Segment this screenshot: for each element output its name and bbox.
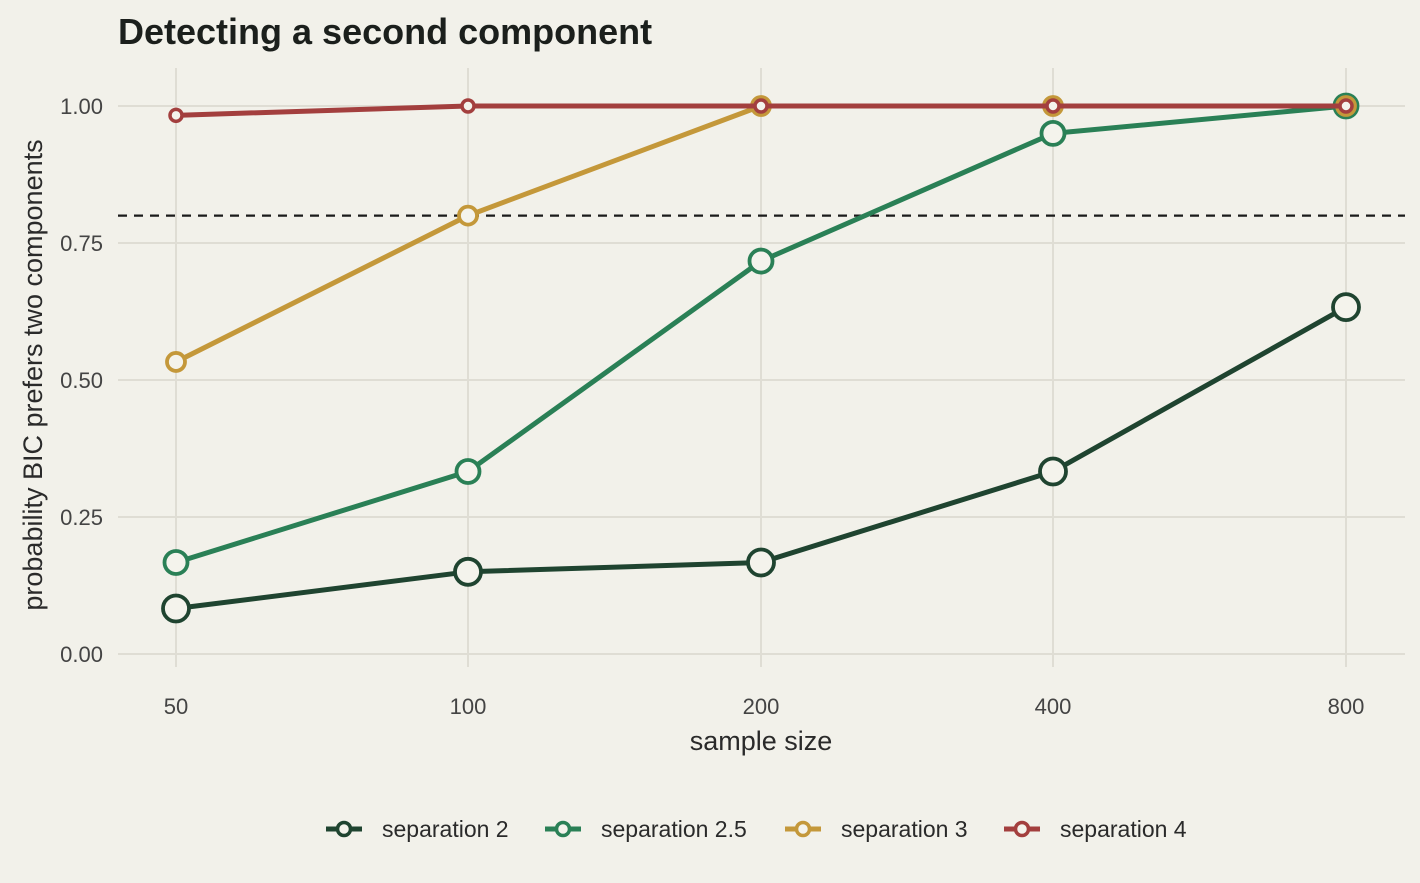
y-tick-label: 0.75 [60,231,103,256]
data-point [457,204,479,227]
data-point [1338,98,1354,114]
legend-label: separation 4 [1060,816,1187,842]
x-tick-label: 100 [450,694,487,719]
data-point [1045,98,1061,114]
x-tick-label: 800 [1328,694,1365,719]
data-point [746,547,776,578]
legend-label: separation 2 [382,816,509,842]
y-tick-label: 0.00 [60,642,103,667]
data-point [168,107,184,124]
legend-item: separation 2.5 [545,816,747,842]
tick-labels-group: 0.00 0.25 0.50 0.75 1.00 50 100 200 400 800 [60,94,1364,719]
legend-item: separation 2 [326,816,509,842]
data-point [747,247,775,275]
data-point [453,556,483,587]
legend-key-marker [554,820,572,838]
series-1 [161,292,1361,624]
x-tick-label: 400 [1035,694,1072,719]
data-point [1038,456,1068,487]
data-point [1331,292,1361,323]
legend-key-marker [794,820,812,838]
legend-item: separation 3 [785,816,968,842]
y-tick-label: 0.50 [60,368,103,393]
y-tick-label: 0.25 [60,505,103,530]
data-point [161,593,191,624]
data-point [1039,119,1067,147]
legend-label: separation 3 [841,816,968,842]
series-4 [168,98,1354,124]
x-tick-label: 200 [743,694,780,719]
data-point [165,351,187,373]
legend-key-marker [1013,820,1031,838]
data-point [454,458,482,485]
data-point [460,98,476,114]
y-axis-label: probability BIC prefers two components [18,139,48,610]
series-group [161,92,1361,624]
data-point [162,549,190,576]
legend-label: separation 2.5 [601,816,747,842]
legend: separation 2 separation 2.5 separation 3 se… [326,816,1187,842]
data-point [753,98,769,114]
chart-title: Detecting a second component [118,11,652,52]
y-tick-label: 1.00 [60,94,103,119]
legend-item: separation 4 [1004,816,1187,842]
x-tick-label: 50 [164,694,188,719]
legend-key-marker [335,820,353,838]
x-axis-label: sample size [690,726,833,756]
